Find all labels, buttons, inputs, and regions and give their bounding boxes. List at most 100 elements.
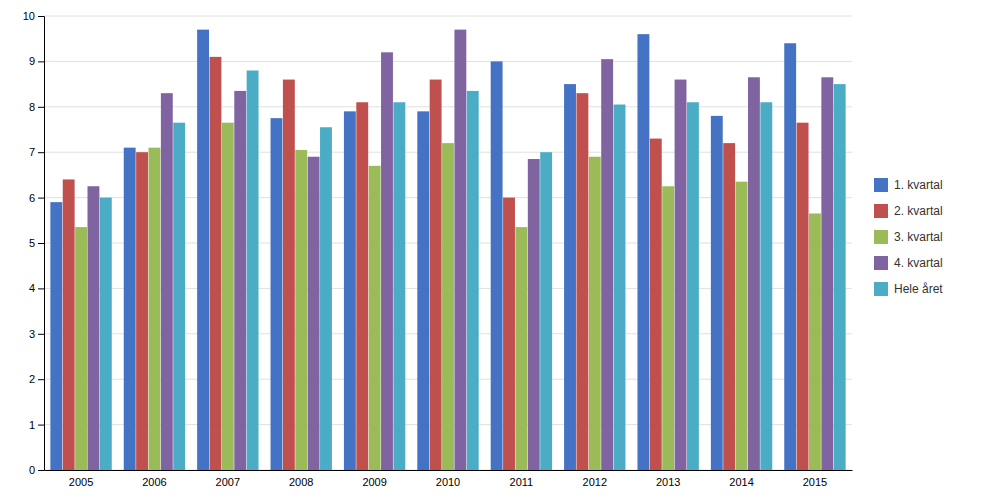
plot: 2005200620072008200920102011201220132014… (23, 10, 853, 488)
bar (320, 127, 332, 470)
bar (295, 150, 307, 470)
y-tick-label: 6 (29, 192, 35, 204)
x-tick-label: 2006 (142, 476, 166, 488)
y-tick-mark (38, 379, 44, 380)
y-tick: 3 (29, 328, 44, 340)
y-tick: 8 (29, 101, 44, 113)
y-tick-label: 10 (23, 10, 35, 22)
y-axis-line (38, 17, 45, 471)
bar-series (63, 57, 809, 470)
bar (748, 77, 760, 470)
y-tick: 9 (29, 55, 44, 67)
bar (210, 57, 222, 470)
x-tick-label: 2011 (510, 476, 534, 488)
x-tick: 2010 (436, 476, 460, 488)
x-tick: 2006 (142, 476, 166, 488)
chart: 2005200620072008200920102011201220132014… (0, 0, 982, 504)
grid (44, 16, 852, 470)
legend-item: 2. kvartal (874, 204, 943, 218)
x-tick: 2012 (583, 476, 607, 488)
x-tick: 2011 (510, 476, 534, 488)
bar (344, 111, 356, 470)
bar (50, 202, 62, 470)
x-axis: 2005200620072008200920102011201220132014… (45, 471, 853, 488)
y-tick-mark (38, 198, 44, 199)
x-tick: 2008 (289, 476, 313, 488)
y-tick-label: 2 (29, 373, 35, 385)
bar (393, 102, 405, 470)
x-tick-label: 2014 (729, 476, 753, 488)
bar-series (100, 70, 846, 470)
bar (234, 91, 246, 470)
x-tick: 2005 (69, 476, 93, 488)
x-tick-label: 2015 (803, 476, 827, 488)
legend-item: Hele året (874, 282, 943, 296)
y-tick-label: 8 (29, 101, 35, 113)
bar (87, 186, 99, 470)
x-tick-label: 2012 (583, 476, 607, 488)
bar (821, 77, 833, 470)
bar (564, 84, 576, 470)
y-tick-mark (38, 243, 44, 244)
bar (834, 84, 846, 470)
grid-line (44, 61, 852, 62)
y-tick: 4 (29, 282, 44, 294)
y-tick: 0 (29, 464, 44, 476)
bar (124, 148, 136, 470)
x-tick-label: 2005 (69, 476, 93, 488)
bar (430, 80, 442, 470)
bar (417, 111, 429, 470)
legend-item: 3. kvartal (874, 230, 943, 244)
bar (797, 123, 809, 470)
x-tick: 2014 (729, 476, 753, 488)
bar-series (87, 30, 833, 470)
bar (675, 80, 687, 470)
y-tick-mark (38, 334, 44, 335)
bar-series (75, 123, 821, 470)
y-tick-mark (38, 61, 44, 62)
bar (491, 61, 503, 470)
y-tick-label: 1 (29, 419, 35, 431)
legend-item: 1. kvartal (874, 178, 943, 192)
bar (442, 143, 454, 470)
y-tick-label: 3 (29, 328, 35, 340)
bar (687, 102, 699, 470)
bar (222, 123, 234, 470)
y-tick: 5 (29, 237, 44, 249)
bar (100, 198, 112, 470)
bar (356, 102, 368, 470)
bar (467, 91, 479, 470)
legend-swatch (874, 204, 888, 218)
x-tick-label: 2013 (656, 476, 680, 488)
y-tick: 2 (29, 373, 44, 385)
y-tick-mark (38, 425, 44, 426)
y-tick-label: 5 (29, 237, 35, 249)
legend-label: 2. kvartal (894, 204, 943, 218)
bar (247, 70, 259, 470)
bar (503, 198, 515, 470)
bar (601, 59, 613, 470)
bar (650, 139, 662, 470)
legend-label: 4. kvartal (894, 256, 943, 270)
bar (161, 93, 173, 470)
bar (271, 118, 283, 470)
x-axis-line (45, 470, 853, 471)
y-tick: 10 (23, 10, 44, 22)
bar (784, 43, 796, 470)
grid-line (44, 16, 852, 17)
bar (614, 105, 626, 470)
bar (760, 102, 772, 470)
bar (381, 52, 393, 470)
bar (75, 227, 87, 470)
x-tick-label: 2010 (436, 476, 460, 488)
bars (50, 30, 845, 470)
bar (308, 157, 320, 470)
bar (723, 143, 735, 470)
bar (736, 182, 748, 470)
bar (711, 116, 723, 470)
bar (173, 123, 185, 470)
bar (149, 148, 161, 470)
bar (197, 30, 209, 470)
y-axis: 012345678910 (23, 10, 45, 476)
x-tick: 2007 (216, 476, 240, 488)
